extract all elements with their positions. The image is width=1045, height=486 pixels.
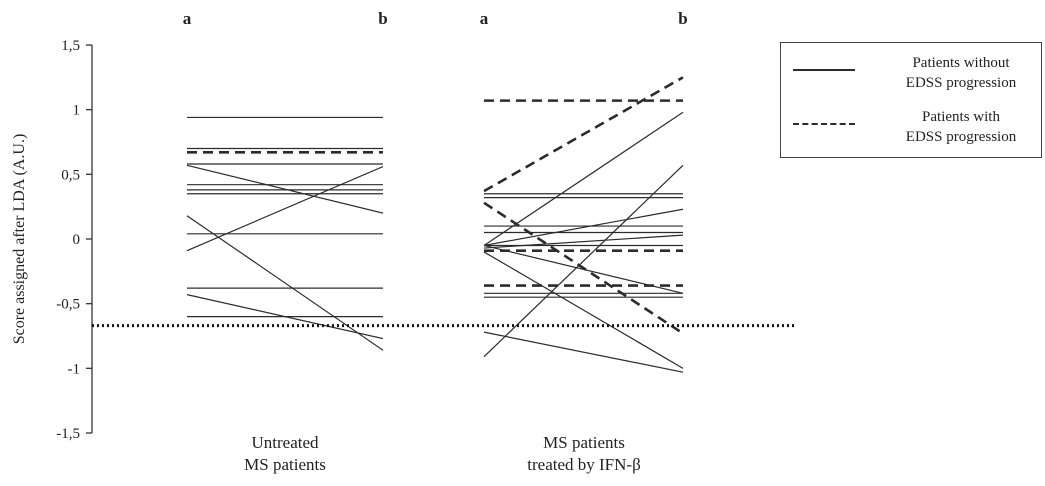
legend-label-with-progression: Patients with EDSS progression [905,109,1017,145]
patient-line-progression [483,201,684,335]
y-tick-label: 0,5 [61,167,80,183]
patient-line-progression [483,76,684,193]
legend-item-with-progression: Patients with EDSS progression [781,101,1043,151]
patient-line-no-progression [186,164,384,214]
group-label-line: treated by IFN-β [527,455,640,474]
patient-line-no-progression [483,251,684,369]
y-tick-label: 1 [73,103,81,119]
patient-line-no-progression [483,208,684,247]
legend-swatch-solid [793,69,855,71]
group-label-line: MS patients [543,433,625,452]
y-tick-label: -1 [68,361,81,377]
group-label-line: Untreated [251,433,319,452]
y-axis-label: Score assigned after LDA (A.U.) [11,134,28,345]
patient-line-no-progression [483,234,684,249]
time-label-b: b [678,9,687,28]
patient-line-no-progression [483,331,684,373]
y-tick-label: -1,5 [56,426,80,442]
legend-label-without-progression: Patients without EDSS progression [905,55,1017,91]
y-tick-label: 1,5 [61,38,80,54]
time-label-a: a [183,9,192,28]
time-label-a: a [480,9,489,28]
patient-line-no-progression [186,166,384,252]
patient-line-no-progression [186,215,384,351]
y-tick-label: 0 [73,232,81,248]
time-label-b: b [378,9,387,28]
group-label-line: MS patients [244,455,326,474]
y-tick-label: -0,5 [56,297,80,313]
legend-item-without-progression: Patients without EDSS progression [781,47,1043,97]
legend-swatch-dashed [793,123,855,125]
legend: Patients without EDSS progression Patien… [780,42,1042,158]
